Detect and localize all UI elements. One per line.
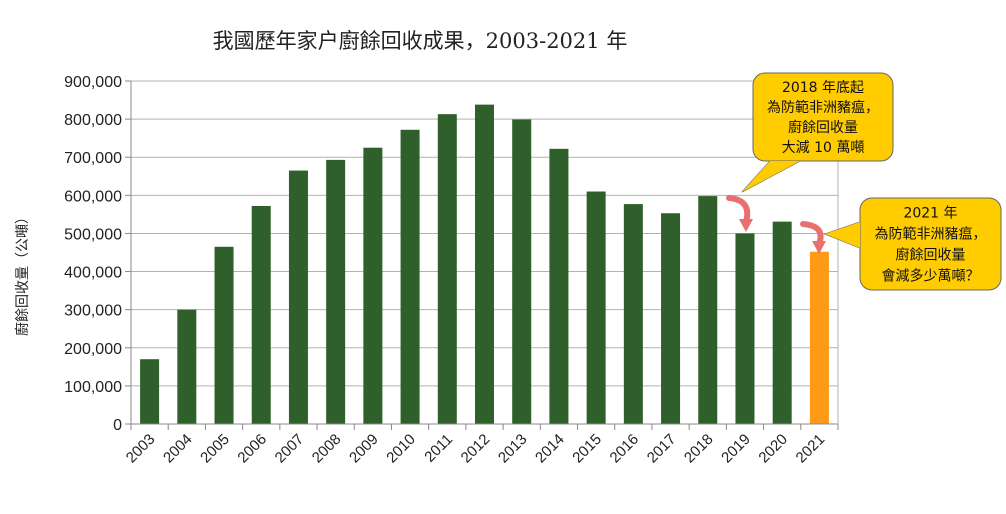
- y-tick-labels: 0 100,000 200,000 300,000 400,000 500,000 600,…: [64, 74, 122, 434]
- y-tick-label: 200,000: [64, 341, 122, 358]
- annotation-text: 為防範非洲豬瘟，: [875, 226, 987, 243]
- bar-2006: [251, 206, 271, 424]
- x-tick-label: 2008: [309, 431, 345, 467]
- x-tick-label: 2021: [793, 431, 829, 467]
- bar-2009: [363, 147, 383, 424]
- y-tick-label: 400,000: [64, 265, 122, 282]
- bar-2005: [214, 246, 234, 424]
- curved-arrow-icon: [800, 221, 826, 254]
- x-tick-label: 2007: [272, 431, 308, 467]
- bar-2013: [512, 119, 532, 425]
- x-tick-label: 2006: [234, 431, 270, 467]
- annotation-text: 2018 年底起: [782, 80, 864, 96]
- x-tick-label: 2004: [160, 431, 196, 467]
- bar-2020: [772, 221, 792, 424]
- bar-2014: [549, 148, 569, 425]
- x-tick-label: 2018: [681, 431, 717, 467]
- x-tick-label: 2017: [644, 431, 680, 467]
- bar-2010: [400, 129, 420, 424]
- annotation-text: 2021 年: [903, 206, 957, 222]
- bar-2004: [177, 309, 197, 424]
- y-tick-label: 0: [113, 417, 122, 434]
- x-tick-label: 2019: [718, 431, 754, 467]
- x-tick-label: 2016: [607, 431, 643, 467]
- x-tick-label: 2009: [346, 431, 382, 467]
- y-tick-label: 600,000: [64, 188, 122, 205]
- bar-2008: [326, 159, 346, 424]
- x-tick-label: 2015: [569, 431, 605, 467]
- bar-2021: [809, 251, 829, 424]
- annotation-text: 廚餘回收量: [788, 119, 858, 136]
- bar-2019: [735, 233, 755, 424]
- x-tick-labels: 2003 2004 2005 2006 2007 2008 2009 2010 2011 2012…: [123, 431, 828, 467]
- x-tick-label: 2005: [197, 431, 233, 467]
- y-tick-label: 500,000: [64, 226, 122, 243]
- y-axis-label: 廚餘回收量（公噸）: [14, 210, 31, 336]
- x-tick-label: 2003: [123, 431, 159, 467]
- x-tick-label: 2013: [495, 431, 531, 467]
- bar-2011: [437, 114, 457, 424]
- bar-2016: [623, 204, 643, 424]
- y-tick-label: 700,000: [64, 150, 122, 167]
- bar-2018: [698, 196, 718, 424]
- bar-2015: [586, 191, 606, 424]
- bar-2007: [288, 170, 308, 424]
- x-tick-label: 2012: [458, 431, 494, 467]
- annotation-text: 會減多少萬噸？: [882, 268, 980, 285]
- bar-2012: [475, 104, 494, 424]
- y-tick-label: 300,000: [64, 303, 122, 320]
- bar-2003: [140, 359, 160, 424]
- bars: [140, 104, 829, 425]
- y-tick-label: 900,000: [64, 74, 122, 91]
- annotation-text: 為防範非洲豬瘟，: [767, 99, 879, 116]
- curved-arrow-icon: [726, 195, 753, 232]
- annotation-text: 大減 10 萬噸: [782, 139, 865, 156]
- x-tick-label: 2014: [532, 431, 568, 467]
- y-tick-label: 100,000: [64, 379, 122, 396]
- x-tick-label: 2011: [421, 431, 456, 466]
- x-tick-label: 2020: [755, 431, 791, 467]
- annotation-text: 廚餘回收量: [896, 247, 966, 264]
- bar-2017: [661, 213, 681, 424]
- x-tick-label: 2010: [383, 431, 419, 467]
- y-tick-label: 800,000: [64, 112, 122, 129]
- chart-title: 我國歷年家户廚餘回收成果，2003-2021 年: [213, 29, 628, 53]
